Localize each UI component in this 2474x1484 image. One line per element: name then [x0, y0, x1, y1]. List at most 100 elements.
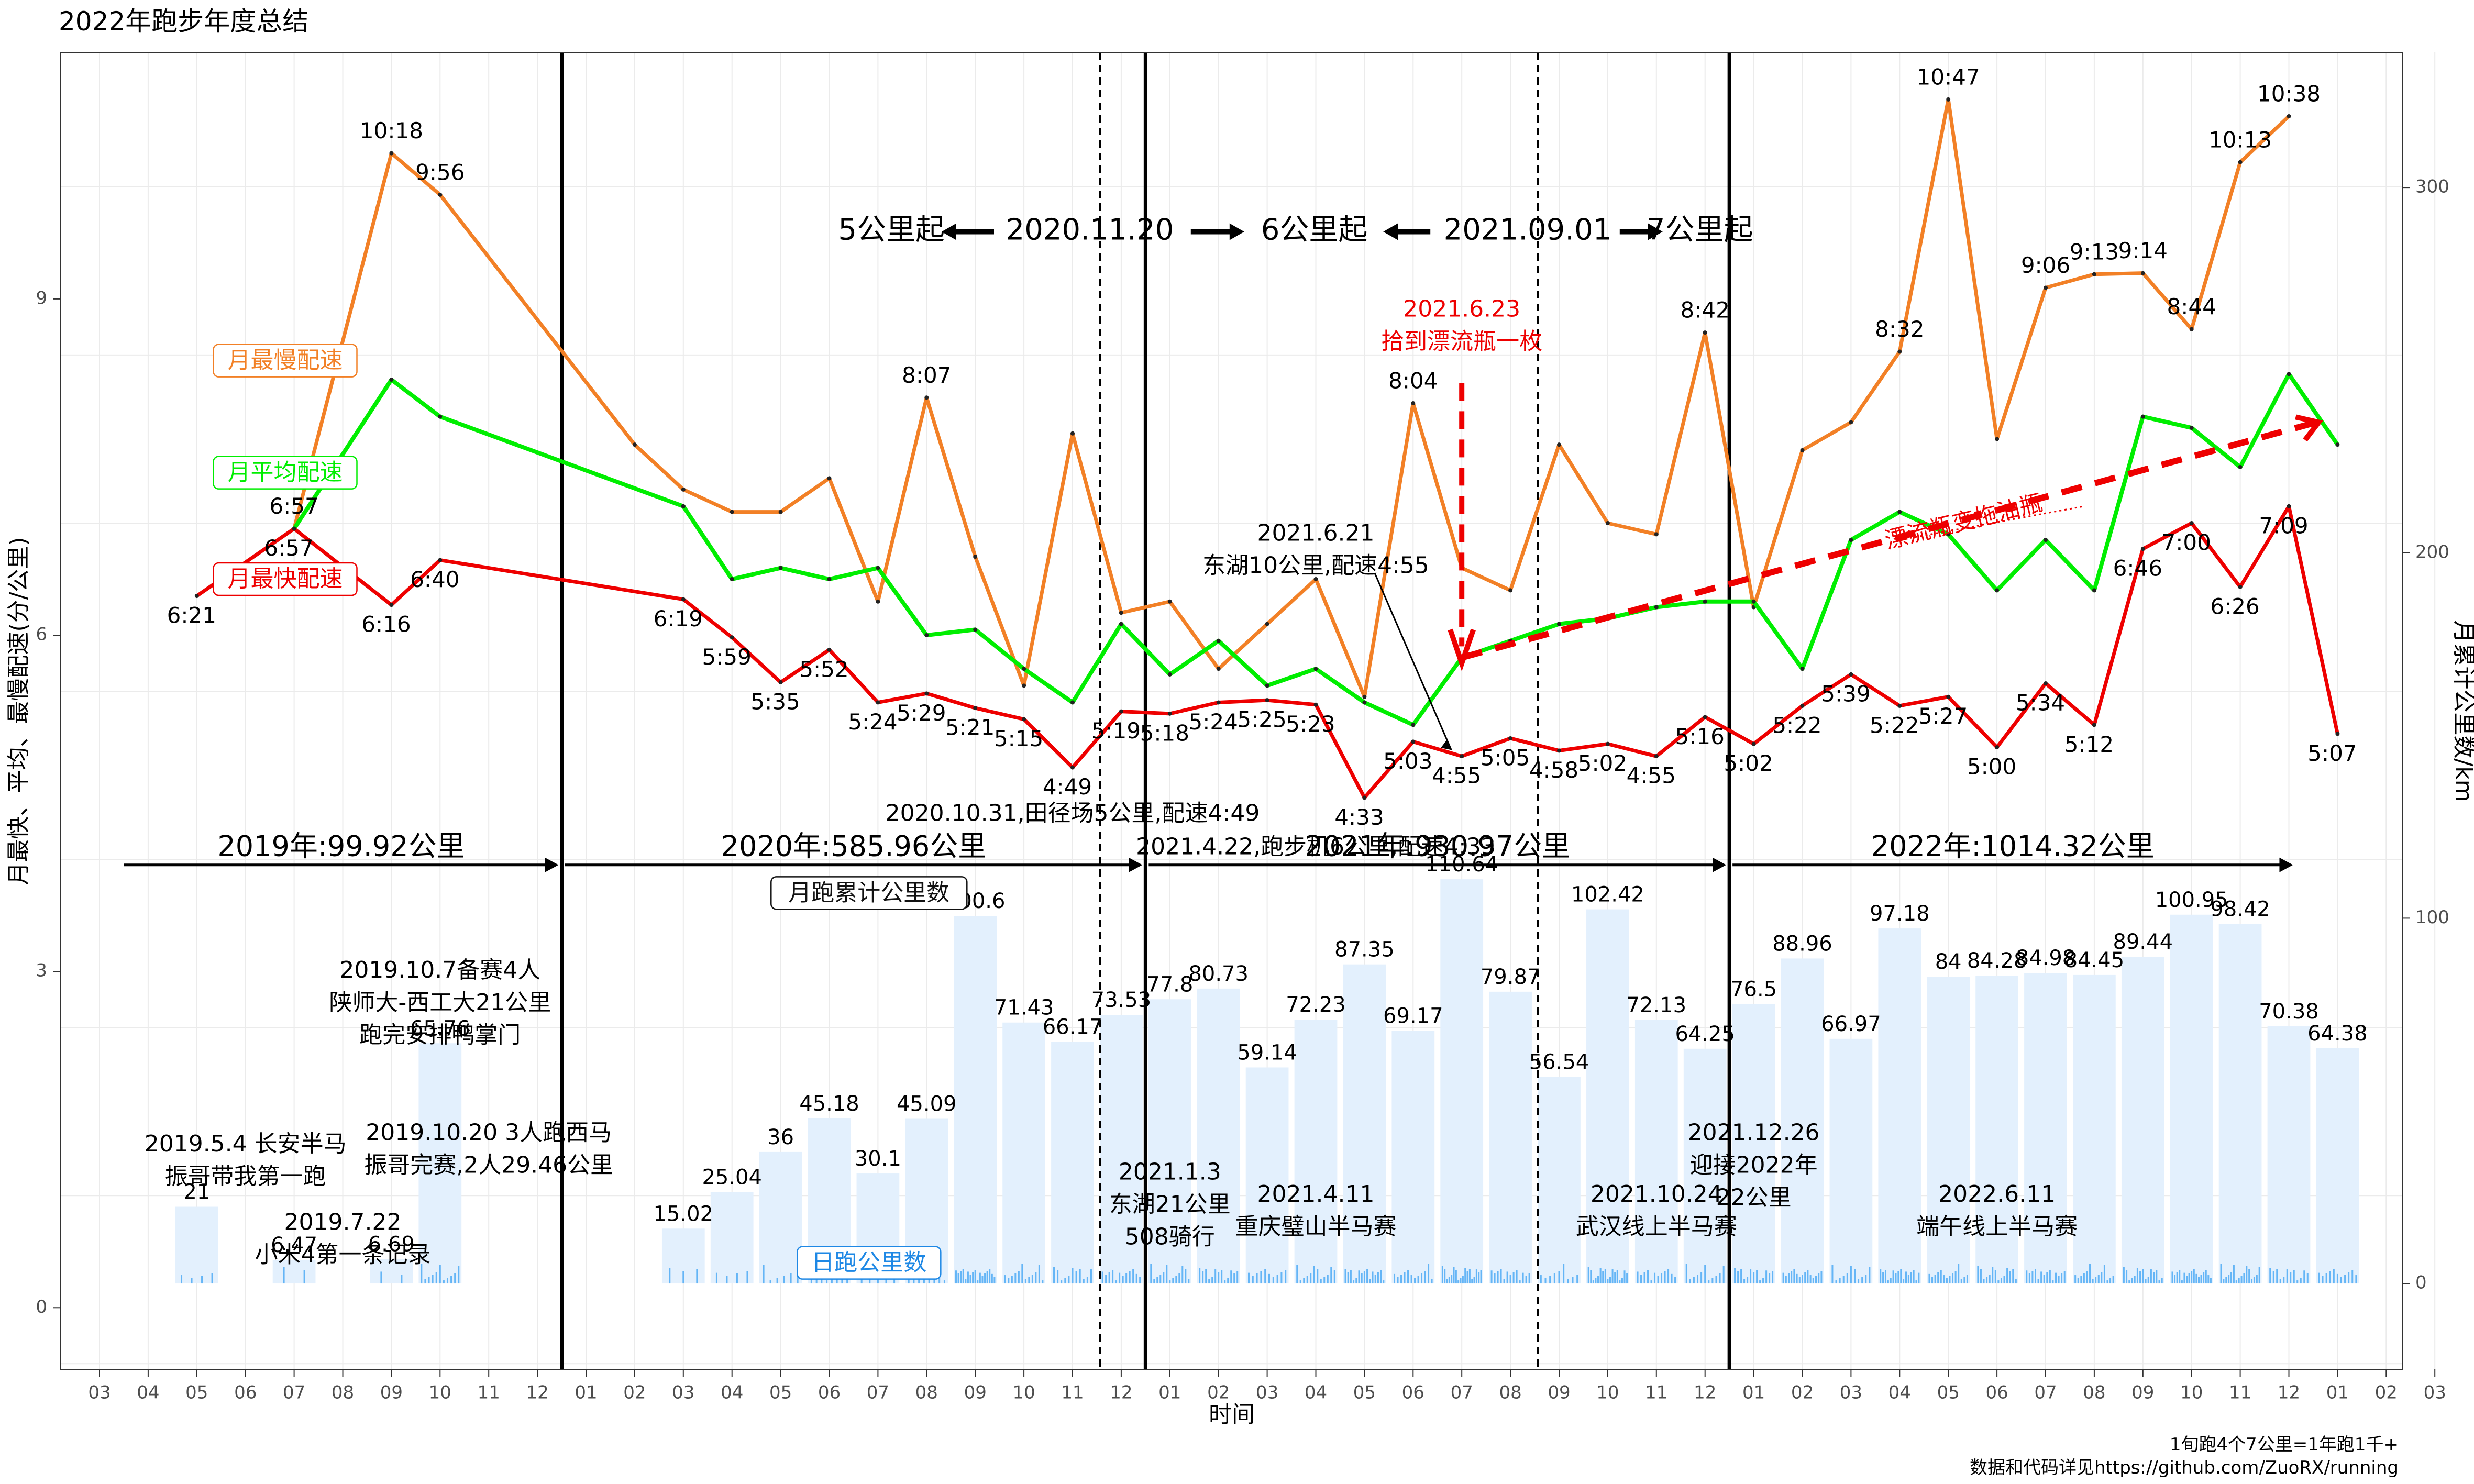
- daily-km-bar: [1997, 1280, 2000, 1284]
- daily-km-bar: [1285, 1270, 1287, 1284]
- daily-km-bar: [715, 1272, 717, 1284]
- x-tick-label: 11: [1645, 1382, 1667, 1403]
- x-tick-label: 05: [769, 1382, 792, 1403]
- daily-km-bar: [2061, 1273, 2063, 1284]
- daily-km-bar: [1609, 1277, 1611, 1284]
- daily-km-bar: [1350, 1270, 1352, 1284]
- pace-point: [973, 627, 978, 632]
- pace-point: [1022, 683, 1026, 688]
- daily-km-bar: [790, 1273, 792, 1284]
- year-arrow-head: [545, 857, 559, 872]
- x-tick-label: 12: [526, 1382, 548, 1403]
- daily-km-bar: [1361, 1273, 1363, 1284]
- monthly-km-label: 65.76: [410, 1016, 470, 1040]
- daily-km-bar: [1884, 1270, 1886, 1284]
- daily-km-bar: [1963, 1277, 1965, 1284]
- daily-km-bar: [1466, 1271, 1468, 1284]
- footer-line-1: 1旬跑4个7公里=1年跑1千+: [2170, 1434, 2399, 1455]
- daily-km-bar: [1374, 1275, 1376, 1284]
- daily-km-bar: [1905, 1271, 1907, 1284]
- pace-point: [1460, 754, 1464, 759]
- rule-km5: 5公里起: [838, 213, 945, 247]
- note-pointer: [1374, 573, 1452, 750]
- daily-km-bar: [1809, 1275, 1812, 1284]
- x-tick-label: 02: [1207, 1382, 1230, 1403]
- monthly-km-label: 88.96: [1772, 932, 1832, 956]
- pace-label: 10:18: [360, 118, 423, 143]
- daily-km-bar: [1708, 1280, 1710, 1284]
- daily-km-bar: [1737, 1271, 1739, 1284]
- daily-km-bar: [1693, 1277, 1695, 1284]
- daily-km-bar: [1671, 1273, 1673, 1284]
- daily-km-bar: [1704, 1265, 1706, 1284]
- daily-km-bar: [1918, 1272, 1920, 1284]
- daily-km-bar: [1812, 1278, 1814, 1284]
- daily-km-bar: [303, 1270, 305, 1284]
- daily-km-bar: [2176, 1272, 2178, 1284]
- daily-km-bar: [1983, 1279, 1985, 1284]
- x-tick-label: 08: [915, 1382, 938, 1403]
- daily-km-bar: [965, 1279, 967, 1284]
- daily-km-bar: [2355, 1275, 2357, 1284]
- annotation-line: 2021.1.3: [1119, 1158, 1221, 1185]
- daily-km-bar: [2300, 1278, 2302, 1284]
- daily-km-bar: [1853, 1269, 1856, 1284]
- daily-km-bar: [2089, 1264, 2091, 1284]
- daily-km-bar: [1497, 1271, 1499, 1284]
- daily-km-bar: [1473, 1277, 1475, 1284]
- pace-point: [1070, 765, 1075, 770]
- series-box: [770, 876, 968, 910]
- pace-label: 5:39: [1821, 681, 1870, 706]
- daily-km-bar: [1327, 1275, 1329, 1284]
- monthly-km-bar: [1975, 976, 2018, 1284]
- daily-km-bar: [1592, 1280, 1594, 1284]
- daily-km-bar: [1320, 1279, 1322, 1284]
- monthly-km-label: 72.23: [1286, 993, 1346, 1017]
- pace-label: 5:02: [1724, 750, 1773, 776]
- daily-km-bar: [191, 1278, 193, 1284]
- annotation-line: 22公里: [1716, 1184, 1792, 1211]
- daily-km-bar: [1835, 1280, 1837, 1284]
- daily-km-bar: [450, 1276, 452, 1284]
- daily-km-bar: [1667, 1269, 1670, 1284]
- pace-label: 5:34: [2016, 690, 2065, 716]
- monthly-km-label: 97.18: [1870, 902, 1930, 926]
- pace-point: [1216, 638, 1221, 643]
- pace-point: [1946, 532, 1951, 537]
- daily-km-bar: [1383, 1280, 1385, 1284]
- daily-km-bar: [1169, 1280, 1171, 1284]
- daily-km-bar: [1072, 1268, 1074, 1284]
- monthly-km-bar: [1391, 1031, 1435, 1284]
- monthly-km-bar: [175, 1206, 218, 1284]
- rule-arrow-head: [942, 223, 956, 240]
- daily-km-bar: [943, 1280, 945, 1284]
- daily-km-bar: [1414, 1278, 1416, 1284]
- daily-km-bar: [1323, 1277, 1326, 1284]
- daily-km-bar: [1614, 1272, 1616, 1284]
- pace-point: [973, 555, 978, 559]
- monthly-km-label: 45.18: [799, 1092, 859, 1116]
- pace-point: [1070, 431, 1075, 436]
- daily-km-bar: [1977, 1266, 1979, 1284]
- pace-point: [1849, 420, 1853, 425]
- annotation-line: 振哥带我第一跑: [165, 1163, 326, 1190]
- daily-km-bar: [1980, 1269, 1982, 1284]
- daily-km-bar: [1156, 1277, 1158, 1284]
- daily-km-bar: [1772, 1271, 1774, 1284]
- daily-km-bar: [211, 1273, 213, 1284]
- x-tick-label: 08: [332, 1382, 354, 1403]
- daily-km-bar: [1296, 1265, 1298, 1284]
- daily-km-bar: [1839, 1278, 1841, 1284]
- pace-label: 5:24: [848, 709, 897, 735]
- x-tick-label: 09: [1548, 1382, 1570, 1403]
- daily-km-bar: [1931, 1277, 1934, 1284]
- daily-km-bar: [2240, 1276, 2243, 1284]
- pace-point: [2287, 114, 2291, 119]
- daily-km-bar: [2306, 1273, 2309, 1284]
- annotation-line: 2021.4.22,跑步机6公里,配速4:33: [1136, 834, 1496, 860]
- daily-km-bar: [682, 1271, 684, 1284]
- pace-label: 9:13: [2070, 239, 2119, 264]
- monthly-km-label: 79.87: [1481, 965, 1541, 989]
- daily-km-bar: [1119, 1272, 1121, 1284]
- daily-km-bar: [1650, 1280, 1652, 1284]
